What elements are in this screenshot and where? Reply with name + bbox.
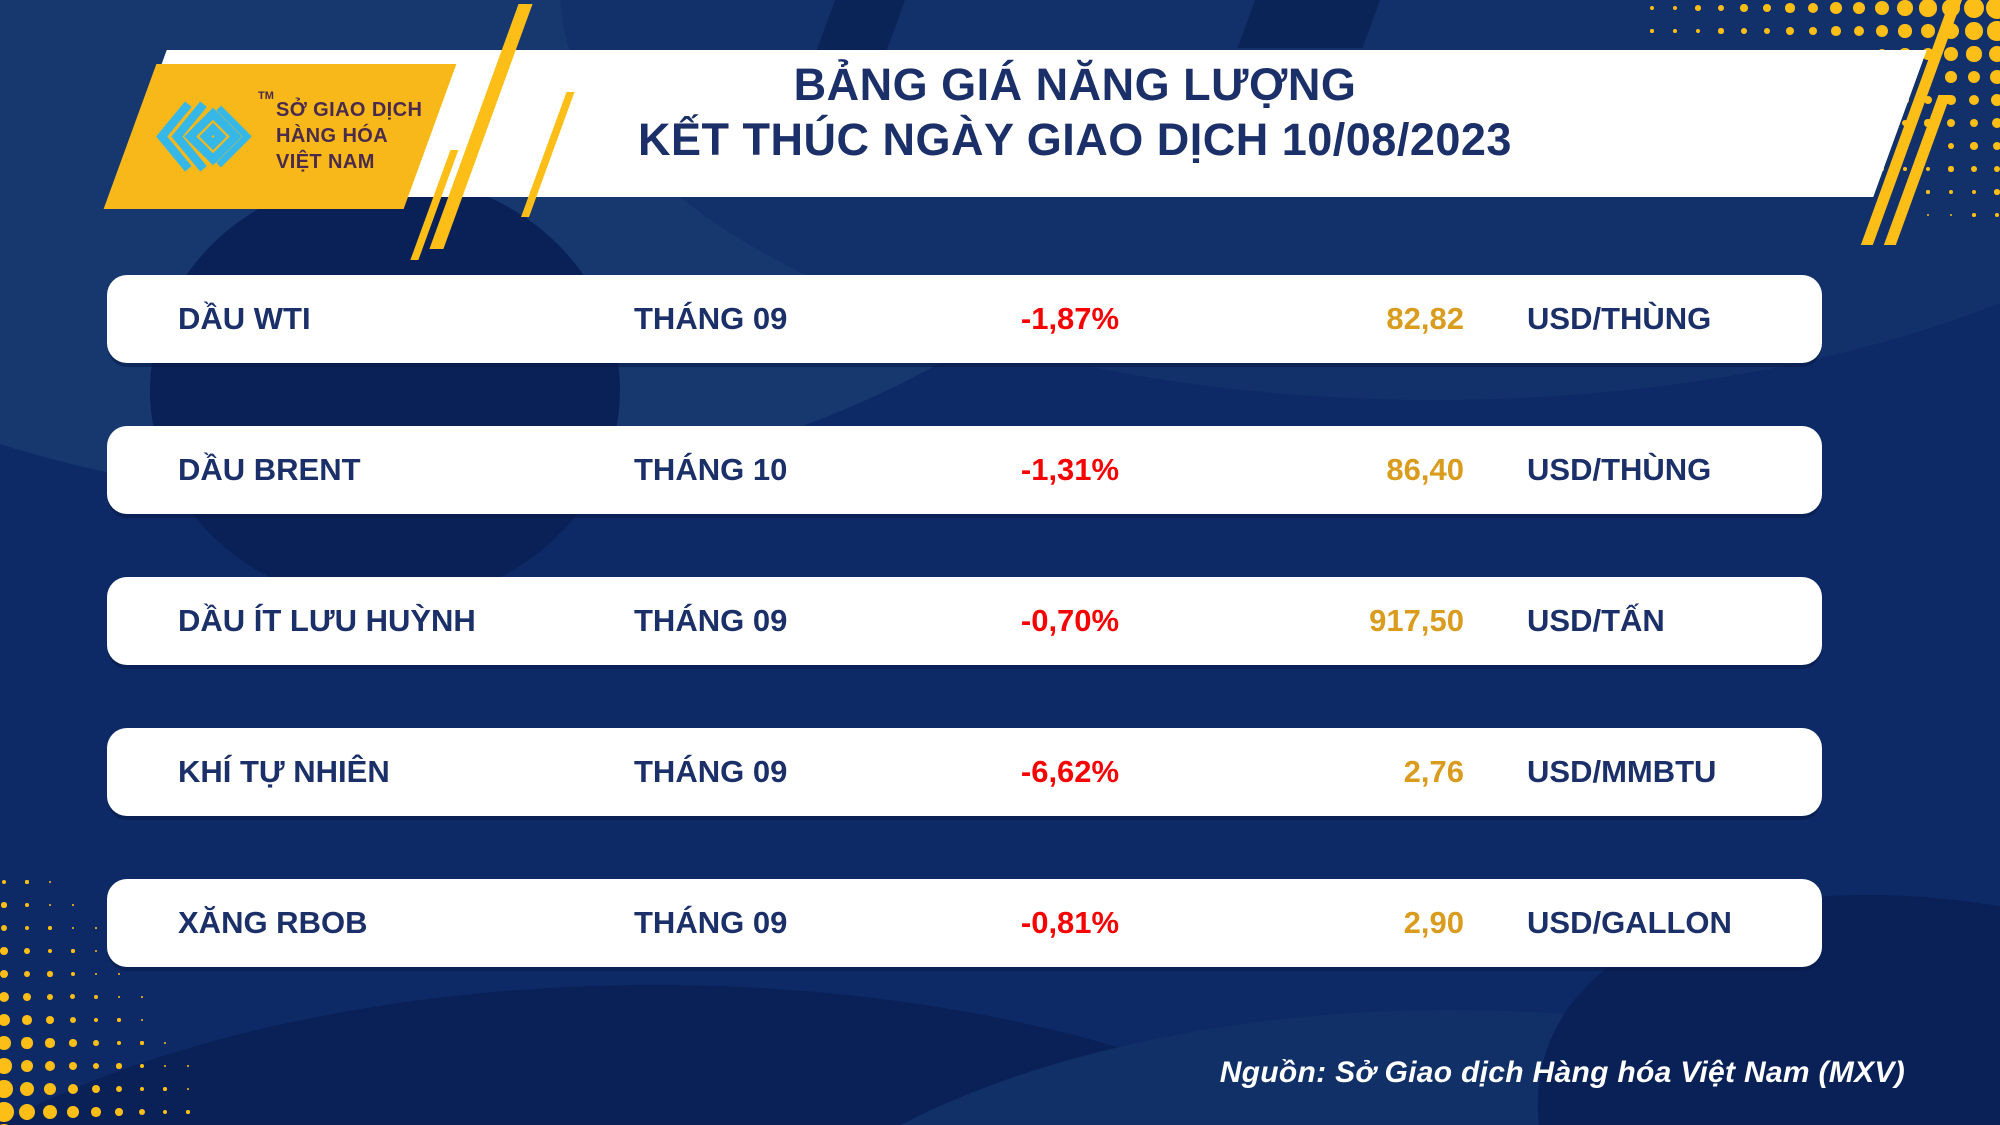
halftone-dot [19,1081,35,1097]
contract-month: THÁNG 09 [634,603,788,638]
halftone-dot [71,926,75,930]
halftone-dot [141,996,143,998]
halftone-dot [95,927,97,929]
page-title: BẢNG GIÁ NĂNG LƯỢNG KẾT THÚC NGÀY GIAO D… [515,57,1635,167]
halftone-dot [93,1017,99,1023]
halftone-dot [0,1080,13,1098]
commodity-name: DẦU WTI [178,301,311,336]
change-percent: -0,81% [1020,905,1120,940]
change-percent: -1,87% [1020,301,1120,336]
price-unit: USD/TẤN [1527,603,1665,638]
background-wave-dark-topleft [150,175,620,605]
halftone-dot [48,880,52,884]
halftone-dot [71,949,75,953]
halftone-dot [0,1014,10,1026]
table-row-khi-tu-nhien: KHÍ TỰ NHIÊN THÁNG 09 -6,62% 2,76 USD/MM… [107,728,1822,816]
price-unit: USD/THÙNG [1527,452,1712,487]
halftone-dot [43,1082,57,1096]
price-value: 82,82 [1386,301,1464,336]
halftone-dot [68,1061,78,1071]
price-value: 2,76 [1403,754,1464,789]
halftone-dot [140,1041,144,1045]
halftone-dot [46,1016,54,1024]
halftone-dot [70,971,76,977]
halftone-dot [23,970,31,978]
table-row-dau-it-luu-huynh: DẦU ÍT LƯU HUỲNH THÁNG 09 -0,70% 917,50 … [107,577,1822,665]
logo-line2: HÀNG HÓA [276,125,389,147]
price-value: 917,50 [1369,603,1464,638]
halftone-dot [44,1060,56,1072]
halftone-dot [116,1063,122,1069]
halftone-dot [1,879,7,885]
halftone-dot [72,904,74,906]
halftone-dot [21,1037,33,1049]
table-row-dau-brent: DẦU BRENT THÁNG 10 -1,31% 86,40 USD/THÙN… [107,426,1822,514]
price-unit: USD/GALLON [1527,905,1732,940]
price-value: 2,90 [1403,905,1464,940]
halftone-dot [117,995,121,999]
halftone-dot [0,924,8,932]
halftone-dot [24,948,30,954]
change-percent: -1,31% [1020,452,1120,487]
halftone-dot [93,1040,99,1046]
halftone-dot [22,1015,32,1025]
trademark-mark: TM [258,90,274,102]
halftone-dot [70,994,76,1000]
halftone-dot [45,1038,55,1048]
table-row-dau-wti: DẦU WTI THÁNG 09 -1,87% 82,82 USD/THÙNG [107,275,1822,363]
halftone-dot [163,1041,167,1045]
halftone-dot [116,1040,122,1046]
price-unit: USD/THÙNG [1527,301,1712,336]
halftone-dot [94,995,98,999]
halftone-dot [24,925,30,931]
halftone-dot [117,972,120,975]
contract-month: THÁNG 09 [634,905,788,940]
halftone-dot [69,1016,77,1024]
price-value: 86,40 [1386,452,1464,487]
price-unit: USD/MMBTU [1527,754,1717,789]
halftone-dot [25,880,29,884]
logo-line3: VIỆT NAM [276,151,375,173]
halftone-dot [0,969,9,979]
title-line1: BẢNG GIÁ NĂNG LƯỢNG [793,59,1357,110]
halftone-dot [48,926,52,930]
contract-month: THÁNG 09 [634,754,788,789]
halftone-dot [20,1059,34,1073]
halftone-dot [94,949,98,953]
mxv-logo-plate: TM SỞ GIAO DỊCH HÀNG HÓA VIỆT NAM [103,64,457,209]
change-percent: -0,70% [1020,603,1120,638]
contract-month: THÁNG 09 [634,301,788,336]
halftone-dot [0,991,10,1003]
mxv-logo: TM SỞ GIAO DỊCH HÀNG HÓA VIỆT NAM [130,64,430,209]
commodity-name: KHÍ TỰ NHIÊN [178,754,390,789]
halftone-dot [0,947,8,955]
mxv-chevron-icon [156,101,251,172]
halftone-dot [117,1018,121,1022]
halftone-dot [47,948,53,954]
commodity-name: DẦU BRENT [178,452,361,487]
halftone-dot [0,1058,12,1074]
halftone-dot [94,972,98,976]
halftone-dot [92,1062,100,1070]
halftone-dot [47,971,53,977]
halftone-dot [140,1018,144,1022]
change-percent: -6,62% [1020,754,1120,789]
halftone-dot [1,902,7,908]
halftone-dot [48,903,52,907]
title-line2: KẾT THÚC NGÀY GIAO DỊCH 10/08/2023 [638,114,1512,165]
table-row-xang-rbob: XĂNG RBOB THÁNG 09 -0,81% 2,90 USD/GALLO… [107,879,1822,967]
halftone-dot [69,1039,77,1047]
logo-wordmark: SỞ GIAO DỊCH HÀNG HÓA VIỆT NAM [276,97,422,175]
halftone-dot [46,993,54,1001]
source-caption: Nguồn: Sở Giao dịch Hàng hóa Việt Nam (M… [1219,1056,1905,1089]
contract-month: THÁNG 10 [634,452,788,487]
halftone-dot [25,903,29,907]
logo-line1: SỞ GIAO DỊCH [276,99,423,121]
halftone-dot [0,1036,11,1050]
commodity-name: XĂNG RBOB [178,905,368,940]
halftone-dot [22,992,32,1002]
commodity-name: DẦU ÍT LƯU HUỲNH [178,603,476,638]
